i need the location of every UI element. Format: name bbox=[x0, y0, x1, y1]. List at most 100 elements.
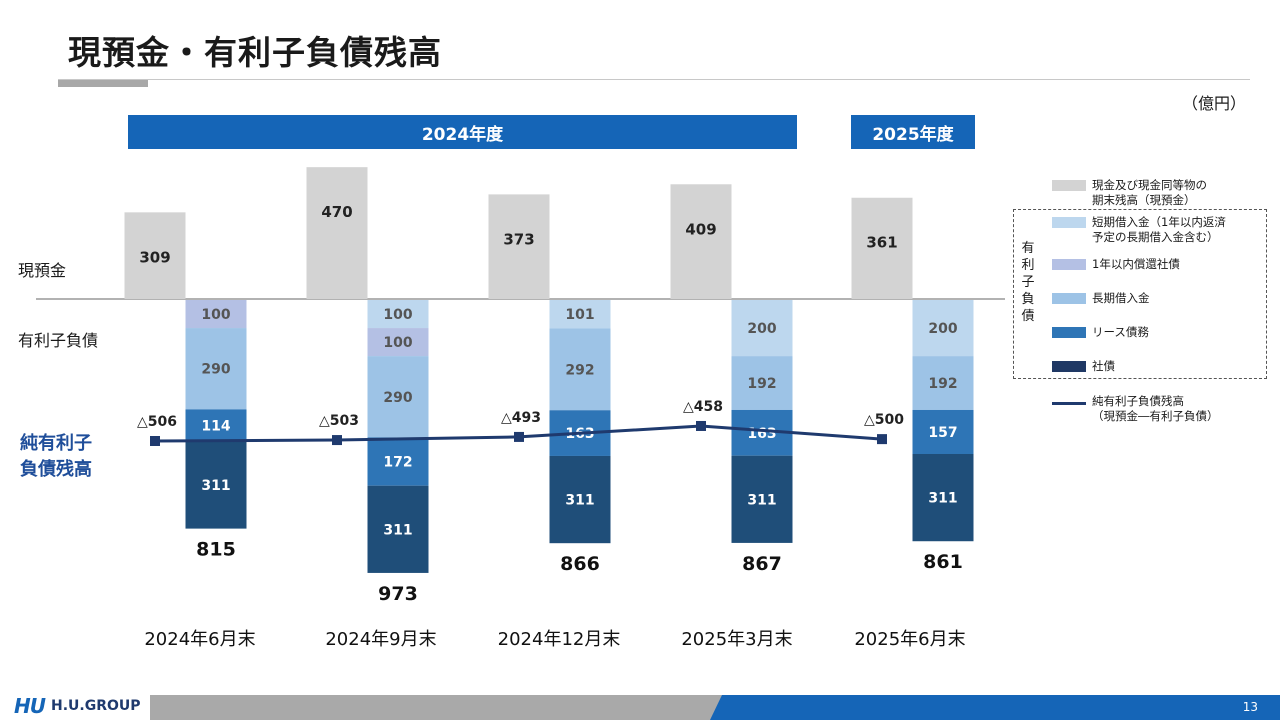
legend-debt-group-box bbox=[1013, 209, 1267, 379]
legend-label: 現金及び現金同等物の bbox=[1092, 178, 1207, 192]
debt-bar-segment bbox=[185, 409, 247, 442]
legend-swatch bbox=[1052, 217, 1086, 228]
net-debt-label-line2: 負債残高 bbox=[20, 459, 92, 480]
x-tick-label: 2024年12月末 bbox=[497, 629, 621, 650]
debt-bar-segment bbox=[912, 453, 974, 542]
page-number: 13 bbox=[1242, 700, 1258, 714]
legend-swatch bbox=[1052, 361, 1086, 372]
debt-bar-segment bbox=[367, 485, 429, 573]
legend-debt-group-title: 有利子負債 bbox=[1021, 241, 1035, 324]
fy-2025-banner: 2025年度 bbox=[851, 115, 975, 149]
legend-item-bonds: 社債 bbox=[1052, 359, 1115, 374]
legend-label: リース債務 bbox=[1092, 325, 1149, 339]
legend-swatch bbox=[1052, 180, 1086, 191]
debt-bar-segment bbox=[912, 409, 974, 454]
debt-bar-segment bbox=[185, 328, 247, 410]
cash-row-label: 現預金 bbox=[18, 261, 67, 280]
net-debt-marker bbox=[696, 420, 706, 431]
title-divider bbox=[58, 79, 1250, 80]
debt-row-label: 有利子負債 bbox=[18, 331, 99, 350]
cash-value-label: 470 bbox=[321, 203, 352, 221]
debt-bar-segment bbox=[731, 300, 793, 357]
company-logo: HU H.U.GROUP bbox=[14, 694, 141, 718]
cash-bar bbox=[306, 167, 368, 299]
footer-gray-band bbox=[150, 695, 725, 720]
debt-bar-segment bbox=[549, 300, 611, 329]
net-debt-label-line1: 純有利子 bbox=[20, 433, 92, 454]
footer-blue-band bbox=[710, 695, 1280, 720]
debt-segment-label: 100 bbox=[383, 335, 412, 351]
net-debt-marker bbox=[150, 436, 160, 446]
logo-mark: HU bbox=[14, 694, 46, 718]
net-debt-value-label: △500 bbox=[864, 412, 904, 428]
legend-label: 社債 bbox=[1092, 359, 1115, 373]
debt-total-label: 866 bbox=[560, 553, 600, 575]
debt-bar-segment bbox=[367, 328, 429, 357]
cash-bar bbox=[488, 194, 550, 299]
stacked-bar-chart: 309 470 373 409 361 100 290 114 311 815 100 100 290 1… bbox=[36, 167, 1005, 605]
cash-value-label: 373 bbox=[503, 230, 534, 248]
debt-bar-segment bbox=[731, 455, 793, 543]
debt-segment-label: 311 bbox=[747, 492, 776, 508]
debt-segment-label: 200 bbox=[928, 321, 957, 337]
legend-label: 期末残高（現預金） bbox=[1092, 193, 1196, 207]
debt-segment-label: 192 bbox=[747, 376, 776, 392]
net-debt-value-label: △503 bbox=[319, 413, 359, 429]
x-tick-label: 2025年3月末 bbox=[681, 629, 793, 650]
legend-item-short-term-loans: 短期借入金（1年以内返済 予定の長期借入金含む） bbox=[1052, 215, 1226, 245]
debt-bar-segment bbox=[912, 300, 974, 357]
legend-swatch bbox=[1052, 327, 1086, 338]
x-tick-label: 2024年6月末 bbox=[144, 629, 256, 650]
net-debt-marker bbox=[514, 431, 524, 442]
debt-bar-segment bbox=[549, 455, 611, 544]
net-debt-value-label: △493 bbox=[501, 410, 541, 426]
debt-segment-label: 114 bbox=[201, 418, 230, 434]
logo-text: H.U.GROUP bbox=[50, 698, 141, 714]
title-accent-bar bbox=[58, 80, 148, 87]
net-debt-marker bbox=[877, 434, 887, 445]
debt-bar-segment bbox=[367, 437, 429, 486]
cash-bar bbox=[124, 212, 186, 299]
debt-bar-segment bbox=[549, 328, 611, 411]
debt-segment-label: 311 bbox=[201, 478, 230, 494]
net-debt-value-label: △458 bbox=[683, 399, 723, 415]
debt-segment-label: 101 bbox=[565, 307, 594, 323]
debt-total-label: 867 bbox=[742, 553, 782, 575]
legend-item-long-term-loans: 長期借入金 bbox=[1052, 291, 1150, 306]
debt-segment-label: 100 bbox=[383, 307, 412, 323]
debt-total-label: 815 bbox=[196, 539, 236, 561]
legend-swatch bbox=[1052, 259, 1086, 270]
cash-value-label: 409 bbox=[685, 220, 716, 238]
debt-segment-label: 290 bbox=[201, 362, 230, 378]
debt-segment-label: 292 bbox=[565, 362, 594, 378]
debt-segment-label: 100 bbox=[201, 307, 230, 323]
legend-line-swatch bbox=[1052, 402, 1086, 405]
fy-2024-banner: 2024年度 bbox=[128, 115, 797, 149]
debt-segment-label: 172 bbox=[383, 455, 412, 471]
legend-item-net-debt: 純有利子負債残高 （現預金―有利子負債） bbox=[1052, 394, 1219, 424]
debt-bar-segment bbox=[731, 356, 793, 410]
unit-label: （億円） bbox=[1181, 94, 1246, 113]
cash-bar bbox=[670, 184, 732, 299]
x-tick-label: 2024年9月末 bbox=[325, 629, 437, 650]
debt-bar-segment bbox=[367, 300, 429, 329]
legend-label: （現預金―有利子負債） bbox=[1092, 409, 1219, 423]
legend-item-cash: 現金及び現金同等物の 期末残高（現預金） bbox=[1052, 178, 1207, 208]
page-title: 現預金・有利子負債残高 bbox=[68, 33, 442, 72]
legend-label: 短期借入金（1年以内返済 bbox=[1092, 215, 1226, 229]
net-debt-value-label: △506 bbox=[137, 414, 177, 430]
x-tick-label: 2025年6月末 bbox=[854, 629, 966, 650]
legend-item-lease: リース債務 bbox=[1052, 325, 1149, 340]
net-debt-marker bbox=[332, 435, 342, 446]
debt-segment-label: 311 bbox=[383, 522, 412, 538]
debt-segment-label: 200 bbox=[747, 321, 776, 337]
debt-bar-segment bbox=[912, 356, 974, 410]
legend-label: 1年以内償還社債 bbox=[1092, 257, 1180, 271]
legend-item-bonds-current: 1年以内償還社債 bbox=[1052, 257, 1180, 272]
cash-value-label: 361 bbox=[866, 234, 897, 252]
cash-bar bbox=[851, 197, 913, 299]
debt-total-label: 973 bbox=[378, 583, 418, 605]
debt-bar-segment bbox=[185, 441, 247, 529]
debt-segment-label: 311 bbox=[928, 491, 957, 507]
debt-bar-segment bbox=[367, 356, 429, 438]
